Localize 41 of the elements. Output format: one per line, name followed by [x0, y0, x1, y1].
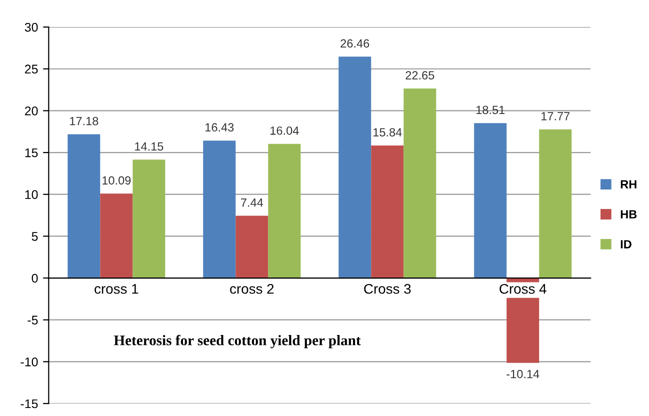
x-tick-label: cross 1 [94, 284, 138, 294]
bar [474, 123, 507, 278]
bar [236, 216, 268, 278]
bar [68, 134, 100, 278]
data-label: 15.84 [374, 128, 402, 136]
y-tick-label: 0 [32, 274, 38, 283]
text: Heterosis for seed cotton yield per plant [114, 334, 361, 348]
y-tick-label: 30 [24, 22, 38, 32]
x-tick-label: Cross 4 [500, 284, 546, 294]
y-tick-label: 20 [24, 106, 38, 116]
y-tick-label: 15 [25, 148, 38, 158]
bar [203, 140, 236, 278]
x-tick-label: Cross 3 [364, 284, 411, 294]
legend-label: ID [620, 240, 632, 248]
bar [371, 146, 404, 278]
data-label: 17.18 [70, 116, 98, 126]
bar [539, 129, 572, 278]
y-tick-label: 5 [32, 232, 38, 241]
y-tick-label: -10 [20, 357, 38, 366]
x-tick-label: cross 2 [230, 284, 274, 294]
bar [338, 56, 372, 278]
data-label: -10.14 [506, 370, 540, 378]
data-label: 10.09 [102, 176, 131, 185]
legend-label: HB [620, 210, 637, 218]
data-label: 7.44 [241, 198, 264, 207]
data-label: 18.51 [476, 106, 505, 114]
data-label: 17.77 [541, 112, 570, 120]
data-label: 22.65 [406, 71, 434, 80]
bar [100, 194, 133, 278]
data-label: 26.46 [340, 39, 370, 48]
bar [132, 160, 166, 278]
data-label: 16.43 [206, 123, 234, 132]
y-tick-label: -15 [20, 399, 38, 408]
data-label: 14.15 [135, 142, 164, 151]
legend-label: RH [620, 180, 636, 188]
y-tick-label: -5 [28, 316, 38, 325]
y-tick-label: 10 [25, 190, 38, 200]
bar [404, 88, 436, 278]
bar [268, 144, 301, 278]
y-tick-label: 25 [24, 64, 38, 74]
data-label: 16.04 [270, 126, 299, 135]
